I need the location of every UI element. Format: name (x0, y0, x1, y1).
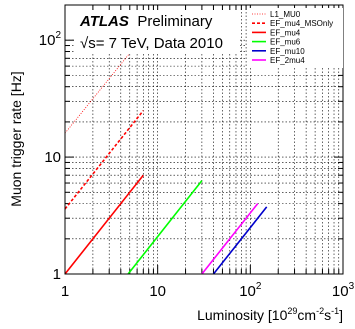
legend-label: L1_MU0 (270, 10, 301, 19)
y-tick-label: 1 (53, 266, 61, 283)
y-axis-title: Muon trigger rate [Hz] (8, 71, 24, 206)
atlas-status: Preliminary (137, 13, 213, 30)
atlas-brand: ATLAS (79, 13, 129, 30)
annotation-box (74, 10, 240, 54)
legend-label: EF_mu4 (270, 28, 301, 37)
grid (65, 5, 343, 274)
legend: L1_MU0EF_mu4_MSOnlyEF_mu4EF_mu6EF_mu10EF… (252, 10, 333, 65)
legend-label: EF_mu4_MSOnly (270, 19, 333, 28)
series-EF_mu6 (127, 180, 203, 275)
energy-label: √s= 7 TeV, Data 2010 (80, 35, 223, 52)
y-tick-label: 102 (39, 30, 62, 49)
x-tick-label: 1 (61, 283, 69, 300)
series-EF_mu4_MSOnly (64, 110, 144, 210)
legend-box (247, 8, 343, 68)
series-EF_mu4 (64, 174, 144, 275)
x-tick-label: 103 (332, 281, 355, 300)
y-tick-labels: 1 10 102 (39, 30, 62, 283)
legend-label: EF_2mu4 (270, 56, 305, 65)
atlas-annotation: ATLAS Preliminary (79, 13, 213, 30)
y-tick-label: 10 (44, 149, 61, 166)
x-axis-title: Luminosity [1029cm-2s-1] (197, 306, 343, 323)
x-tick-label: 10 (149, 283, 166, 300)
x-tick-label: 102 (239, 281, 262, 300)
series-EF_2mu4 (201, 203, 259, 275)
series-lines (64, 39, 268, 275)
plot-border (64, 4, 344, 275)
legend-label: EF_mu10 (270, 47, 305, 56)
x-tick-labels: 1 10 102 103 (61, 281, 355, 300)
series-EF_mu10 (212, 206, 268, 275)
legend-label: EF_mu6 (270, 38, 301, 47)
